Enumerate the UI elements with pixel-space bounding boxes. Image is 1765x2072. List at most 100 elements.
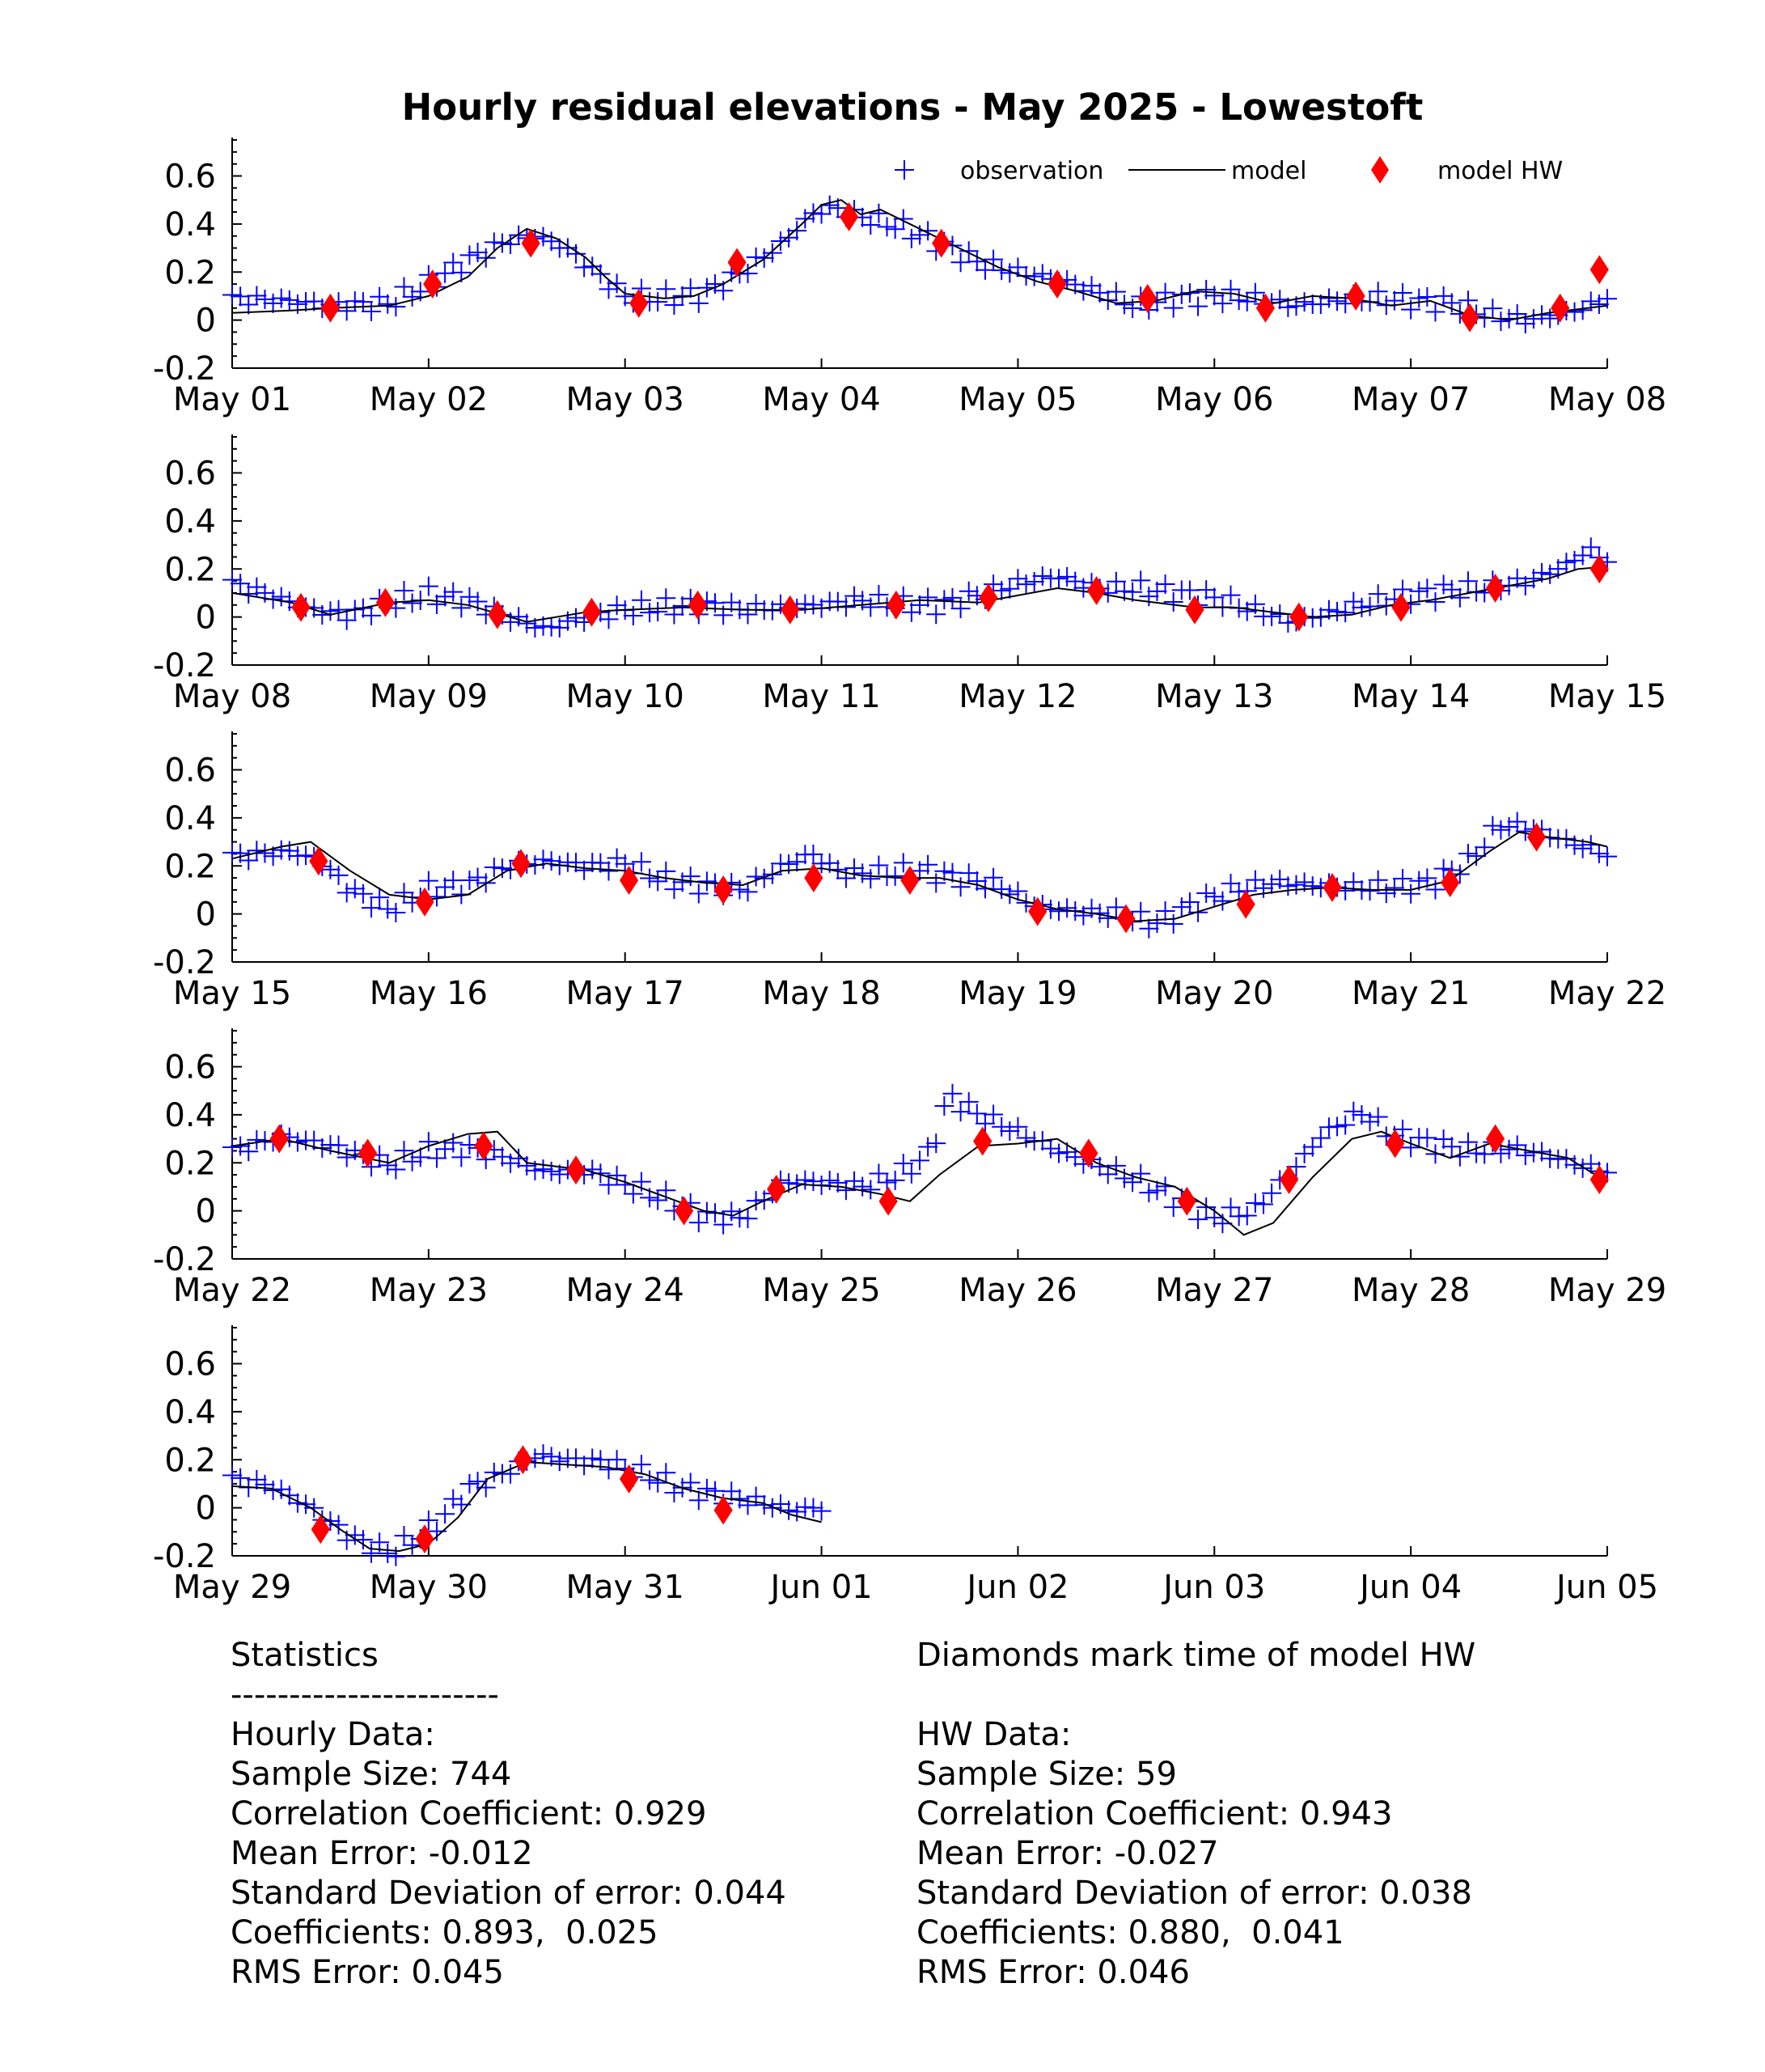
observation-marker (362, 605, 382, 625)
model-hw-marker (1048, 269, 1067, 299)
model-hw-marker (582, 597, 602, 627)
x-tick-label: May 13 (1155, 678, 1273, 715)
observation-marker (468, 242, 488, 262)
observation-marker (648, 1472, 668, 1493)
observation-marker (574, 257, 595, 278)
stats-line: Sample Size: 59 (916, 1756, 1177, 1793)
stats-line: RMS Error: 0.045 (231, 1954, 504, 1991)
observation-marker (582, 1448, 603, 1468)
observation-marker (648, 292, 668, 312)
model-hw-marker (804, 863, 823, 893)
observation-marker (918, 854, 938, 875)
x-tick-label: May 10 (566, 678, 684, 715)
observation-marker (1245, 870, 1265, 890)
observation-marker (1262, 1183, 1282, 1203)
observation-marker (222, 285, 242, 305)
model-hw-marker (513, 1445, 533, 1475)
observation-marker (1581, 537, 1601, 557)
y-tick-label: 0.6 (164, 1049, 216, 1087)
x-tick-label: May 26 (959, 1272, 1077, 1309)
observation-marker (984, 867, 1004, 888)
x-tick-label: May 22 (173, 1272, 291, 1309)
observation-marker (1458, 1132, 1478, 1152)
x-tick-label: May 09 (370, 678, 488, 715)
observation-marker (762, 243, 782, 263)
observation-marker (918, 1137, 938, 1157)
observation-marker (418, 1132, 438, 1152)
observation-marker (386, 297, 406, 317)
model-hw-marker (619, 1464, 639, 1494)
observation-marker (459, 587, 480, 607)
observation-marker (811, 1501, 832, 1521)
observation-marker (623, 1184, 643, 1204)
observation-marker (893, 1154, 913, 1174)
observation-marker (378, 899, 398, 919)
stats-line: RMS Error: 0.046 (916, 1954, 1190, 1991)
observation-marker (1040, 1138, 1060, 1159)
observation-marker (459, 871, 480, 891)
observation-marker (1049, 901, 1069, 922)
observation-marker (1499, 1139, 1519, 1159)
observation-marker (1221, 585, 1241, 605)
observation-marker (296, 845, 316, 866)
observation-marker (1491, 1143, 1511, 1163)
legend-observation-label: observation (960, 157, 1103, 185)
observation-marker (1254, 878, 1273, 898)
observation-marker (1393, 1119, 1413, 1139)
observation-marker (803, 1498, 823, 1518)
observation-marker (1441, 1137, 1462, 1157)
observation-marker (271, 288, 291, 308)
observation-marker (1057, 898, 1077, 918)
observation-marker (353, 292, 373, 312)
observation-marker (443, 252, 463, 273)
observation-marker (1008, 881, 1028, 901)
observation-marker (992, 879, 1012, 900)
observation-marker (1483, 816, 1503, 836)
y-tick-label: 0.4 (164, 1394, 216, 1431)
observation-marker (394, 581, 414, 601)
observation-marker (885, 866, 905, 886)
observation-marker (574, 860, 595, 880)
stats-line: Coefficients: 0.880, 0.041 (916, 1914, 1344, 1951)
observation-marker (1163, 1197, 1183, 1218)
observation-marker (680, 1472, 700, 1493)
observation-marker (501, 1153, 521, 1173)
x-tick-label: May 18 (762, 975, 880, 1012)
model-hw-marker (1028, 896, 1048, 926)
observation-marker (279, 841, 299, 861)
observation-marker (631, 852, 651, 872)
observation-marker (1188, 296, 1208, 316)
model-hw-marker (1526, 822, 1547, 852)
model-hw-marker (511, 849, 531, 879)
observation-marker (443, 582, 463, 602)
observation-marker (263, 293, 283, 313)
x-tick-label: May 22 (1548, 975, 1666, 1012)
observation-marker (386, 1159, 406, 1180)
observation-marker (492, 233, 512, 253)
observation-marker (787, 1502, 807, 1522)
observation-marker (664, 1482, 684, 1502)
observation-marker (1540, 564, 1560, 584)
observation-marker (893, 853, 913, 873)
observation-marker (1294, 292, 1314, 312)
model-hw-marker (767, 1174, 786, 1204)
observation-marker (640, 1470, 660, 1490)
model-hw-marker (878, 1186, 898, 1216)
observation-marker (901, 1163, 921, 1184)
y-tick-label: 0 (196, 896, 216, 934)
model-hw-marker (311, 1515, 330, 1544)
observation-marker (1360, 1112, 1380, 1132)
observation-marker (386, 1546, 406, 1566)
y-tick-label: -0.2 (153, 944, 216, 981)
observation-marker (484, 1462, 504, 1482)
observation-marker (1139, 918, 1159, 939)
observation-marker (1098, 908, 1118, 928)
model-hw-marker (973, 1126, 993, 1156)
observation-marker (1131, 1163, 1151, 1184)
y-tick-label: 0 (196, 600, 216, 637)
observation-marker (1515, 1146, 1535, 1166)
observation-marker (869, 584, 889, 604)
observation-marker (566, 244, 586, 264)
